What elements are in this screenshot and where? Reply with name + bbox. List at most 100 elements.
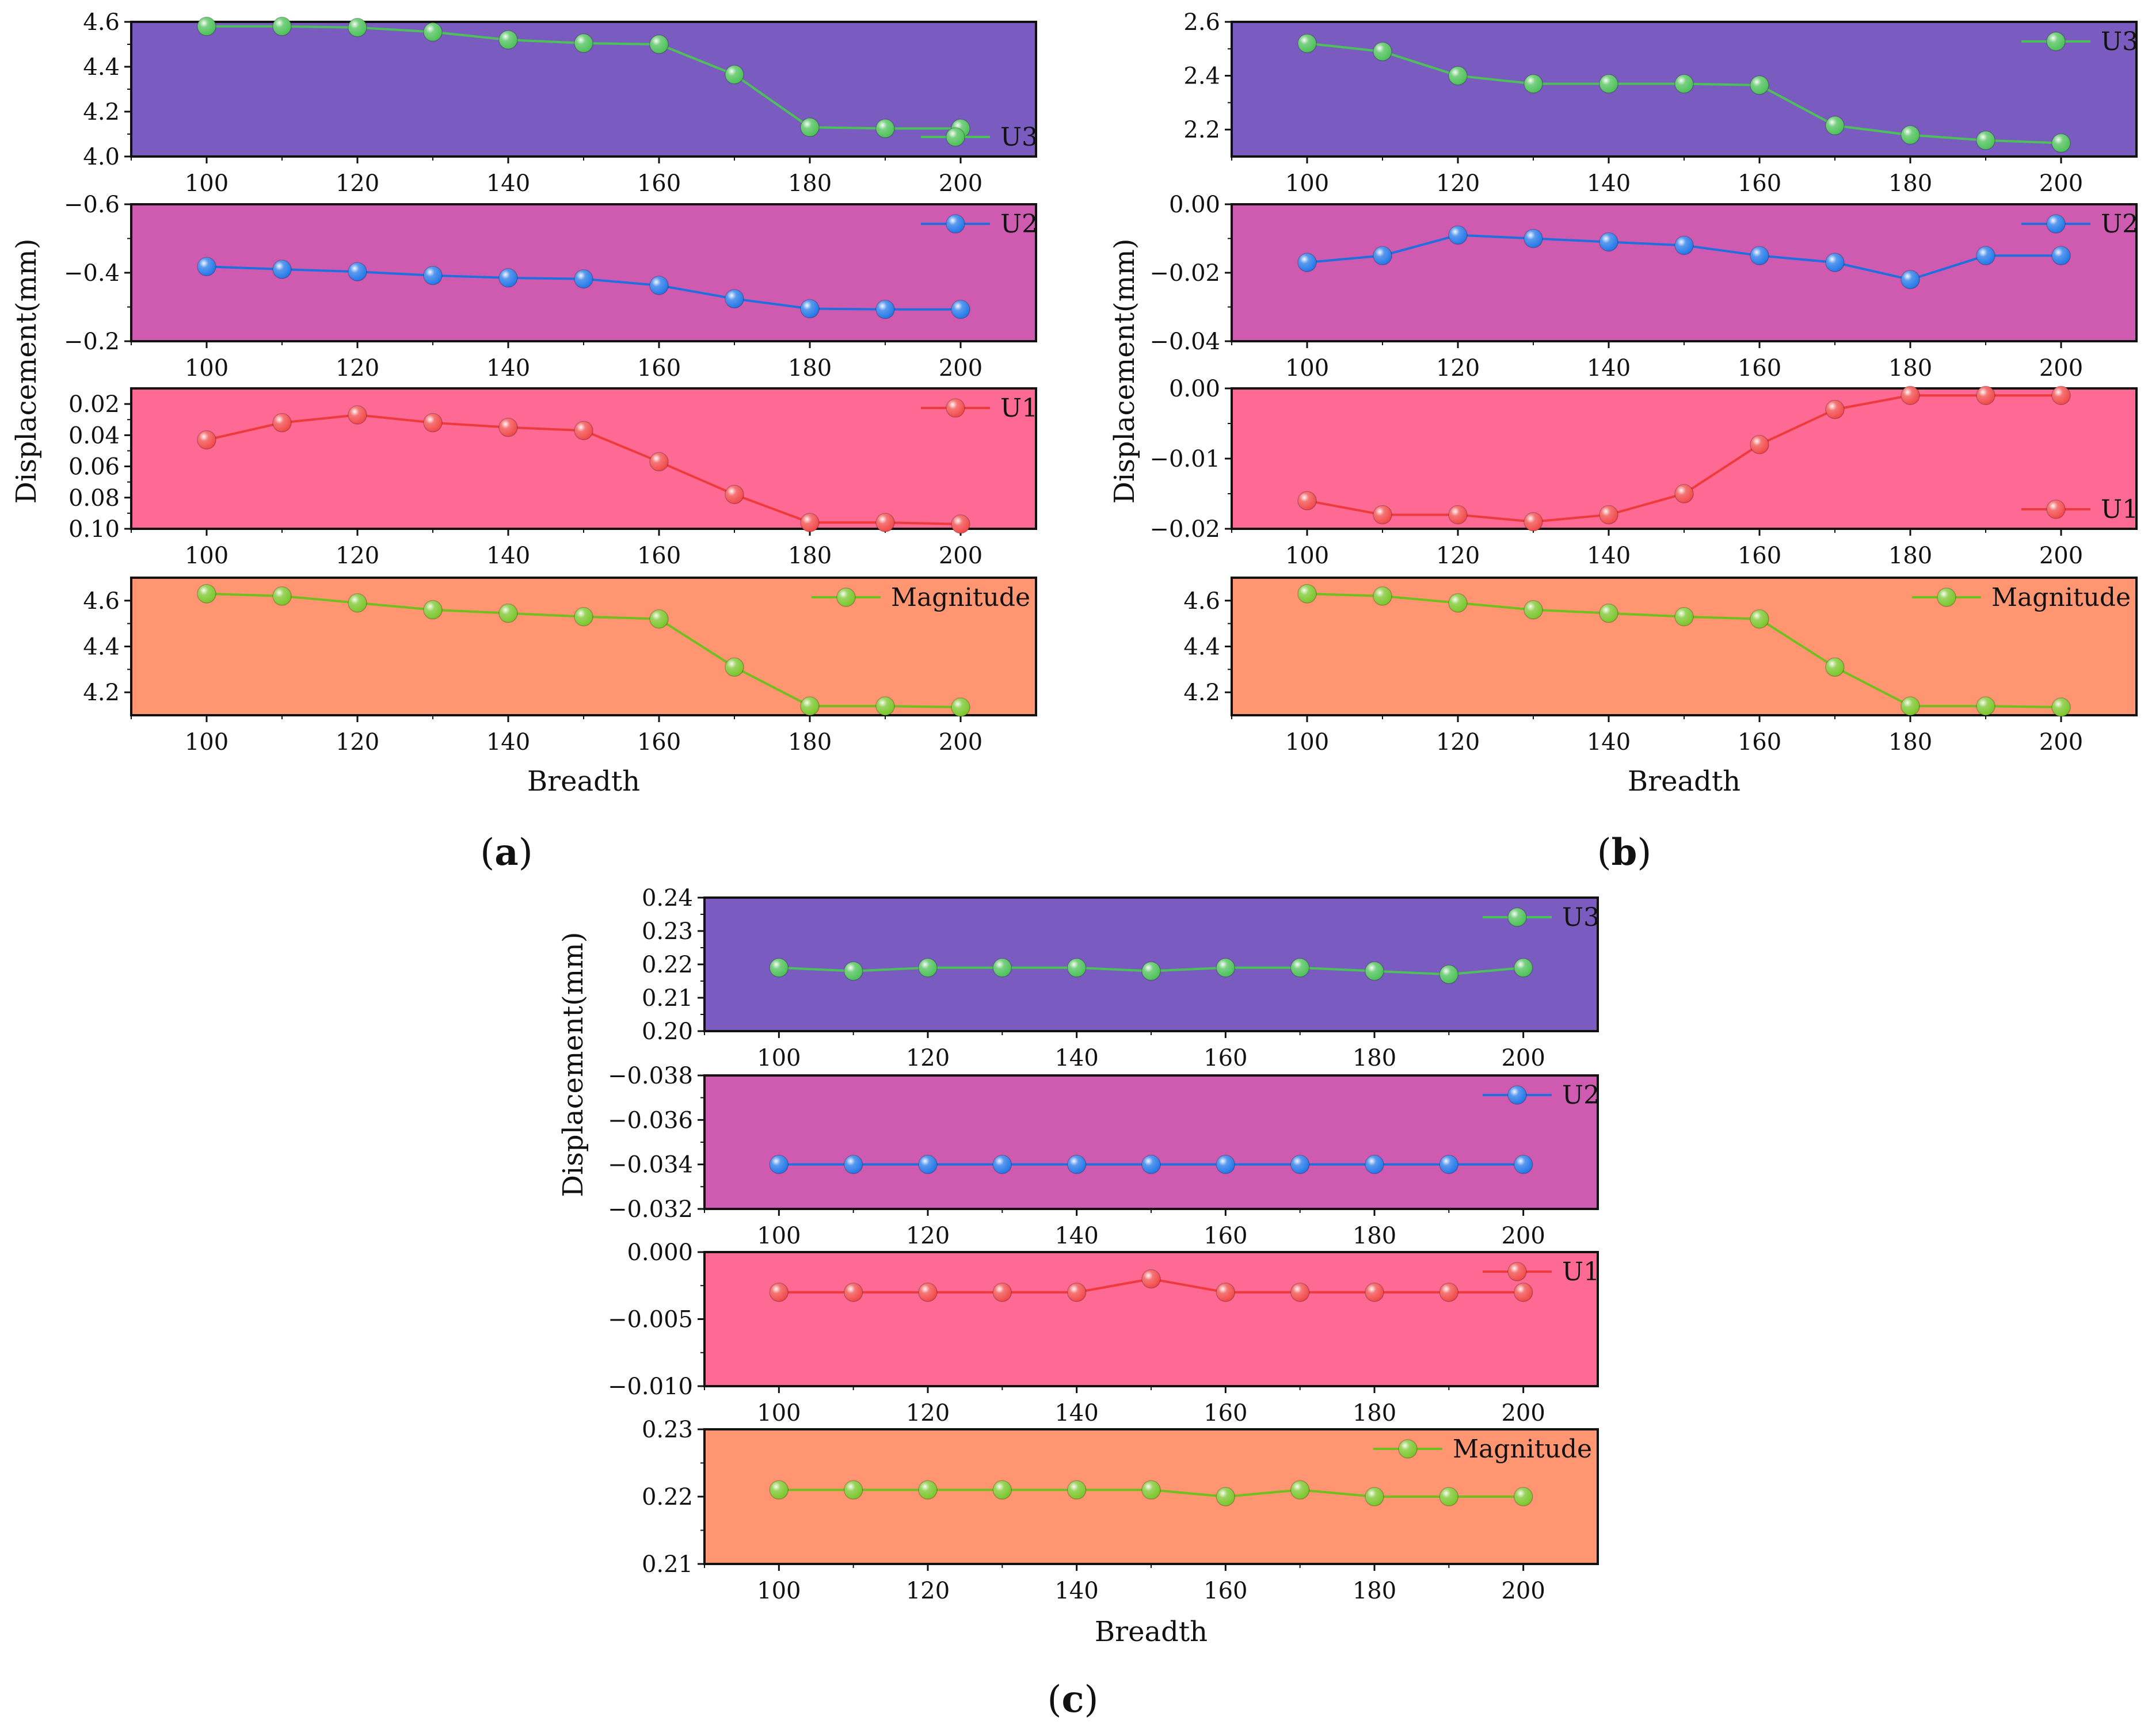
data-point [1365, 961, 1384, 981]
data-point [875, 299, 895, 319]
y-tick-label: 0.00 [1169, 376, 1220, 402]
data-point [423, 22, 443, 42]
y-tick-label: −0.032 [608, 1196, 693, 1223]
data-point [1448, 593, 1468, 613]
data-point [1513, 1283, 1533, 1302]
legend-magnitude: Magnitude [1373, 1434, 1592, 1464]
data-point [1365, 1283, 1384, 1302]
data-point [197, 430, 216, 450]
data-point-shine [876, 513, 894, 532]
data-point [1067, 1480, 1087, 1500]
subplot-c-u1: −0.010 −0.005 0.000 100 120 140 160 180 200 U1 [608, 1239, 1599, 1426]
plot-root: 4.0 4.2 4.4 4.6 100 120 140 160 180 200 U3 −0.6 −0.4… [10, 9, 2138, 1721]
data-point-shine [2052, 246, 2070, 265]
data-point-shine [2052, 386, 2070, 405]
x-tick-label: 120 [336, 543, 379, 569]
data-point [498, 268, 518, 288]
legend-label: Magnitude [1453, 1434, 1592, 1464]
legend-marker-shine [1508, 908, 1526, 926]
data-point-shine [650, 35, 668, 54]
x-tick-label: 160 [1204, 1400, 1247, 1426]
legend-marker-shine [2047, 215, 2065, 233]
data-point [423, 413, 443, 433]
data-point-shine [770, 1283, 789, 1302]
x-tick-label: 180 [1888, 170, 1932, 197]
subplot-c-u3: 0.20 0.21 0.22 0.23 0.24 100 120 140 160 180 200 U3 [642, 885, 1599, 1071]
x-tick-label: 180 [1888, 543, 1932, 569]
data-point [843, 1283, 863, 1302]
y-tick-label: 4.2 [83, 99, 120, 125]
data-point-shine [1675, 74, 1693, 93]
data-point [875, 513, 895, 532]
y-tick-label: 4.2 [1183, 680, 1220, 706]
legend-marker-shine [1508, 1086, 1526, 1104]
data-point-shine [1514, 958, 1533, 977]
data-point [1901, 696, 1920, 716]
data-point-shine [1067, 1155, 1086, 1174]
data-point-shine [650, 609, 668, 628]
data-point-shine [1524, 600, 1543, 619]
data-point-shine [650, 276, 668, 295]
data-point [918, 1480, 938, 1500]
data-point-shine [1142, 1481, 1160, 1500]
x-tick-label: 160 [1204, 1578, 1247, 1604]
y-tick-label: 4.6 [83, 9, 120, 36]
data-point [423, 266, 443, 285]
data-point [1439, 1487, 1459, 1506]
y-tick-label: 0.22 [642, 1484, 693, 1510]
data-point-shine [1365, 1283, 1384, 1302]
data-point [1825, 399, 1845, 419]
x-tick-label: 160 [637, 355, 681, 381]
data-point [1448, 66, 1468, 86]
data-point [1825, 116, 1845, 135]
data-point [1365, 1154, 1384, 1174]
legend-label: U1 [1000, 394, 1038, 423]
data-point [574, 269, 593, 289]
x-tick-label: 140 [486, 543, 530, 569]
subplot-c-magnitude: 0.21 0.22 0.23 100 120 140 160 180 200 Magnitude [642, 1417, 1599, 1604]
data-point-shine [499, 604, 517, 623]
data-point-shine [424, 413, 442, 432]
x-tick-label: 200 [1501, 1045, 1545, 1071]
subplot-a-u1: 0.02 0.04 0.06 0.08 0.10 100 120 140 160 180 200 U1 [68, 387, 1038, 569]
data-point [1067, 958, 1087, 978]
data-point [197, 584, 216, 604]
x-tick-label: 200 [2039, 170, 2083, 197]
x-tick-label: 120 [1436, 355, 1480, 381]
y-tick-label: −0.4 [64, 260, 120, 287]
data-point-shine [2052, 133, 2070, 152]
x-tick-label: 120 [1436, 543, 1480, 569]
x-tick-label: 200 [2039, 543, 2083, 569]
legend-label: U2 [1000, 209, 1038, 239]
x-tick-label: 140 [1587, 170, 1631, 197]
y-tick-label: 0.22 [642, 952, 693, 978]
data-point [843, 1154, 863, 1174]
data-point-shine [1449, 226, 1467, 245]
data-point-shine [1373, 246, 1392, 265]
data-point [1439, 1283, 1459, 1302]
data-point-shine [1290, 1481, 1309, 1500]
data-point-shine [1750, 75, 1769, 94]
legend-label: U1 [2101, 495, 2138, 524]
y-tick-label: 4.4 [83, 54, 120, 81]
legend-label: U3 [1000, 123, 1038, 152]
y-tick-label: 0.23 [642, 1417, 693, 1443]
panel-caption-letter: b [1612, 831, 1637, 874]
data-point [1750, 75, 1769, 95]
data-point-shine [919, 1283, 937, 1302]
data-point [1524, 512, 1543, 532]
legend-u1: U1 [921, 394, 1038, 423]
data-point-shine [844, 1155, 863, 1174]
data-point [1513, 1154, 1533, 1174]
data-point-shine [197, 430, 216, 449]
data-point-shine [1365, 962, 1384, 980]
data-point [1513, 958, 1533, 978]
data-point-shine [993, 1481, 1012, 1500]
x-tick-label: 160 [637, 729, 681, 756]
legend-u3: U3 [921, 123, 1038, 152]
data-point-shine [1373, 586, 1392, 605]
x-axis-title: Breadth [527, 765, 640, 798]
data-point-shine [993, 1155, 1012, 1174]
data-point-shine [1599, 505, 1618, 524]
data-point-shine [1216, 1155, 1235, 1174]
